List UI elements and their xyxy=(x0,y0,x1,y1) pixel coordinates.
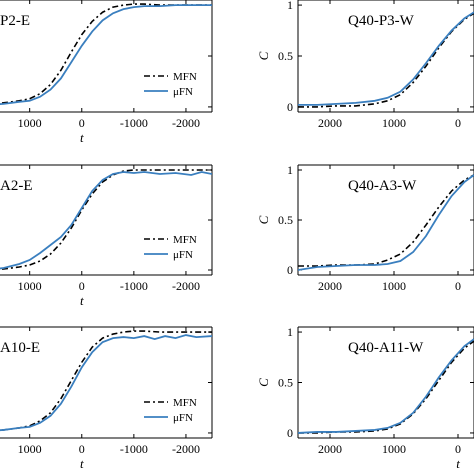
x-tick-label: 0 xyxy=(79,116,85,130)
legend-label: μFN xyxy=(173,249,193,261)
x-axis-label: t xyxy=(80,456,84,471)
x-tick-label: 2000 xyxy=(318,442,342,456)
legend-label: MFN xyxy=(173,234,197,246)
legend-label: μFN xyxy=(173,86,193,98)
x-tick-label: -2000 xyxy=(172,116,200,130)
series-line-ufn xyxy=(0,334,212,432)
x-tick-label: 1000 xyxy=(382,442,406,456)
x-tick-label: 2000 xyxy=(318,279,342,293)
y-axis-label: C xyxy=(256,51,271,60)
series-line-ufn xyxy=(298,338,474,434)
series-line-ufn xyxy=(298,11,474,106)
panel-title: A2-E xyxy=(0,178,33,194)
y-tick-label: 0.5 xyxy=(278,376,293,390)
x-tick-label: -1000 xyxy=(120,442,148,456)
y-tick-label: 0 xyxy=(287,100,293,114)
chart-panel-4: 2000 1000 0 0 0.5 1 C Q40-A3-W xyxy=(256,163,474,293)
x-tick-label: -1000 xyxy=(120,279,148,293)
series-line-mfn xyxy=(0,169,212,271)
panel-title: Q40-A11-W xyxy=(348,340,424,356)
x-tick-label: 0 xyxy=(455,279,461,293)
x-tick-label: -2000 xyxy=(172,442,200,456)
chart-panel-2: 2000 1000 0 0 0.5 1 C Q40-P3-W xyxy=(256,0,474,130)
series-line-ufn xyxy=(298,174,474,271)
legend-label: MFN xyxy=(173,71,197,83)
x-tick-label: 1000 xyxy=(382,116,406,130)
y-axis-label: C xyxy=(256,215,271,224)
y-tick-label: 0.5 xyxy=(278,213,293,227)
y-tick-label: 1 xyxy=(287,0,293,12)
x-tick-label: 0 xyxy=(455,116,461,130)
series-line-mfn xyxy=(0,3,212,104)
y-tick-label: 1 xyxy=(287,325,293,339)
y-tick-label: 0.5 xyxy=(278,49,293,63)
x-axis-label: t xyxy=(456,456,460,471)
x-tick-label: 1000 xyxy=(18,116,42,130)
series-line-ufn xyxy=(0,171,212,270)
legend-label: μFN xyxy=(173,412,193,424)
x-tick-label: -1000 xyxy=(120,116,148,130)
x-tick-label: 0 xyxy=(455,442,461,456)
x-tick-label: -2000 xyxy=(172,279,200,293)
x-axis-label: t xyxy=(80,130,84,145)
x-axis-label: t xyxy=(80,293,84,308)
chart-panel-6: 2000 1000 0 0 0.5 1 t C Q40-A11-W xyxy=(256,325,474,471)
panel-title: Q40-A3-W xyxy=(348,178,417,194)
panel-title: P2-E xyxy=(0,13,30,29)
x-tick-label: 1000 xyxy=(18,279,42,293)
x-tick-label: 1000 xyxy=(18,442,42,456)
x-tick-label: 1000 xyxy=(382,279,406,293)
chart-panel-5: 1000 0 -1000 -2000 t A10-E MFN μFN xyxy=(0,326,213,471)
y-tick-label: 0 xyxy=(287,426,293,440)
panel-title: A10-E xyxy=(0,340,40,356)
chart-panel-1: 1000 0 -1000 -2000 t P2-E MFN μFN xyxy=(0,0,213,145)
legend-label: MFN xyxy=(173,397,197,409)
x-tick-label: 0 xyxy=(79,279,85,293)
series-line-mfn xyxy=(298,174,474,267)
chart-panel-3: 1000 0 -1000 -2000 t A2-E MFN μFN xyxy=(0,164,213,308)
x-tick-label: 0 xyxy=(79,442,85,456)
y-tick-label: 1 xyxy=(287,163,293,177)
y-tick-label: 0 xyxy=(287,263,293,277)
series-line-mfn xyxy=(0,330,212,431)
y-axis-label: C xyxy=(256,378,271,387)
x-tick-label: 2000 xyxy=(318,116,342,130)
series-line-ufn xyxy=(0,4,212,105)
panel-title: Q40-P3-W xyxy=(348,13,415,29)
